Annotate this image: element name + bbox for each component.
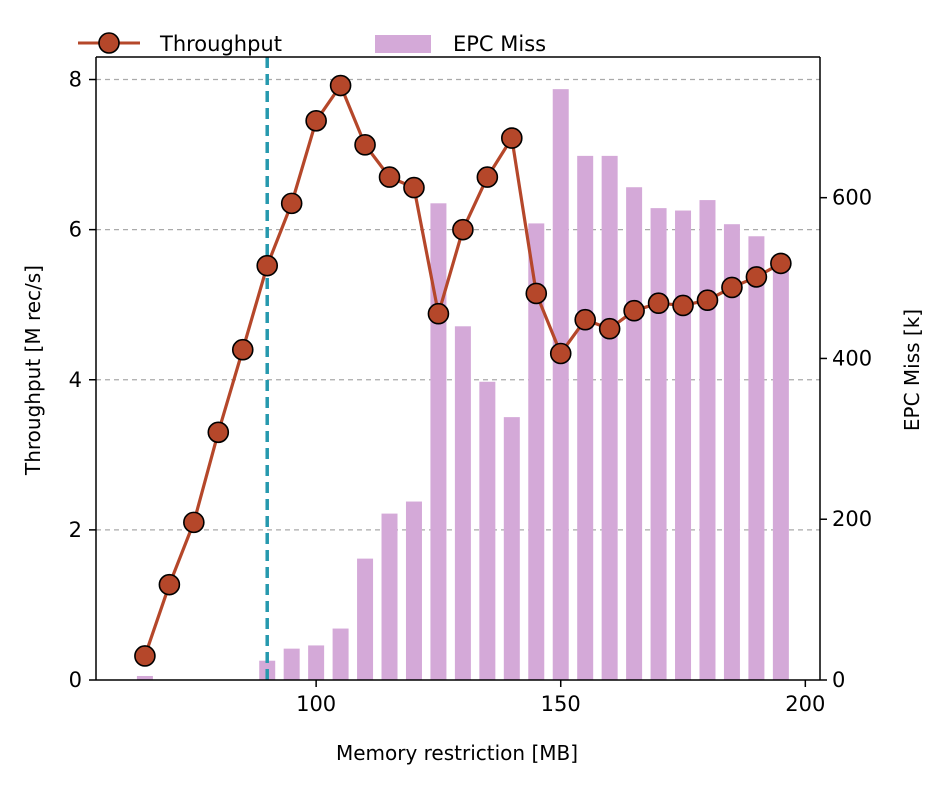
throughput-point [598,317,621,340]
epc-miss-bar [748,236,765,680]
throughput-point [549,342,572,365]
legend-throughput-marker [98,32,120,54]
throughput-point [452,218,474,241]
epc-miss-bar [699,200,716,680]
throughput-point [183,511,205,534]
y-tick-label-left: 2 [69,518,82,542]
throughput-point [623,299,645,322]
epc-miss-bar [577,155,594,681]
epc-miss-bar [650,208,667,680]
epc-miss-bars [136,89,789,681]
x-tick-label: 100 [296,692,336,716]
axes [89,56,827,687]
epc-miss-bar [772,263,789,680]
epc-miss-bar [479,381,496,680]
throughput-point [280,192,303,215]
x-tick-label: 150 [541,692,581,716]
throughput-point [207,421,230,444]
epc-miss-bar [626,187,643,680]
y-tick-label-left: 6 [69,218,82,242]
epc-miss-bar [454,326,471,680]
throughput-line [134,74,792,667]
throughput-point [647,292,670,314]
legend-epc-miss-swatch [375,35,431,53]
axis-labels: Memory restriction [MB] Throughput [M re… [21,265,924,765]
epc-miss-bar [503,417,520,680]
y-axis-label-left: Throughput [M rec/s] [21,265,45,476]
x-axis-label: Memory restriction [MB] [336,741,578,765]
throughput-point [525,282,548,305]
epc-miss-bar [136,675,153,680]
throughput-point [501,127,523,149]
epc-miss-bar [283,648,300,680]
throughput-point [378,166,401,188]
epc-miss-bar [723,224,740,681]
y-tick-label-right: 400 [832,346,872,370]
epc-miss-bar [675,210,692,680]
epc-miss-bar [601,155,618,681]
throughput-point [721,276,743,299]
y-tick-label-right: 600 [832,186,872,210]
epc-miss-bar [332,628,349,680]
epc-miss-bar [528,223,545,680]
throughput-point [329,74,352,97]
throughput-point [256,254,279,277]
epc-miss-bar [308,645,325,680]
legend-throughput-label: Throughput [159,32,282,56]
throughput-point [476,166,499,188]
epc-miss-bar [357,558,374,680]
epc-miss-bar [552,89,569,680]
y-tick-label-left: 8 [69,68,82,92]
epc-miss-bar [430,203,447,681]
epc-miss-bar [381,513,398,680]
throughput-point [134,645,156,667]
y-tick-label-left: 0 [69,668,82,692]
throughput-point [354,134,376,156]
throughput-point [770,252,792,275]
throughput-point [696,289,719,311]
y-tick-label-right: 200 [832,507,872,531]
epc-miss-bar [405,501,422,680]
x-tick-label: 200 [785,692,825,716]
tick-labels: 100 150 200 0 2 4 6 8 0 200 400 600 [69,68,872,716]
throughput-point [158,573,181,596]
y-tick-label-right: 0 [832,668,845,692]
legend: Throughput EPC Miss [78,32,546,56]
throughput-point [745,266,768,288]
throughput-point [672,294,694,317]
throughput-point [427,302,450,325]
legend-epc-miss-label: EPC Miss [453,32,546,56]
throughput-point [305,110,327,132]
throughput-point [574,308,596,331]
throughput-point [231,338,254,361]
y-tick-label-left: 4 [69,368,82,392]
throughput-point [403,176,425,199]
y-axis-label-right: EPC Miss [k] [900,309,924,431]
